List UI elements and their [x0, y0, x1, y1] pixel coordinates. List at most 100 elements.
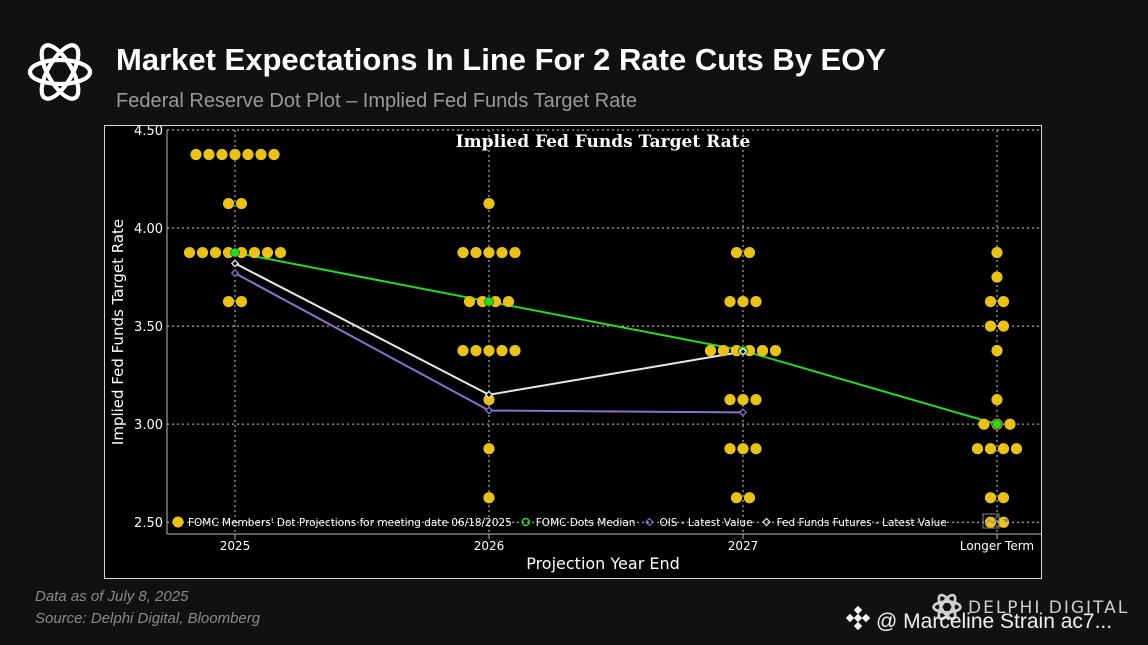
y-tick-label: 3.50 — [134, 320, 163, 335]
dot-projection — [730, 246, 743, 259]
dot-projection — [255, 148, 267, 161]
dot-projection — [997, 492, 1010, 504]
legend-marker — [521, 517, 531, 527]
diamond-logo-icon — [845, 605, 871, 636]
dot-projection — [483, 394, 495, 406]
dot-projection — [704, 345, 717, 357]
dot-projection — [991, 394, 1003, 406]
chart-title: Implied Fed Funds Target Rate — [456, 132, 751, 152]
dot-projection — [978, 418, 990, 430]
legend-label: FOMC Members' Dot Projections for meetin… — [188, 517, 512, 529]
dot-projection — [261, 246, 274, 259]
watermark-text: @ Marceline Strain ac7... — [876, 610, 1113, 633]
dot-projection — [203, 148, 215, 161]
delphi-small-logo-icon — [932, 593, 962, 621]
dot-projection — [502, 296, 515, 308]
chart-type-icon-line — [984, 516, 998, 526]
dot-projection — [717, 345, 730, 357]
dot-projection — [997, 296, 1010, 308]
legend-marker — [172, 516, 184, 528]
y-axis-title: Implied Fed Funds Target Rate — [109, 219, 127, 445]
dot-projection — [268, 148, 280, 161]
dot-projection — [463, 296, 476, 308]
dot-plot-chart: 4.50 4.00 3.50 3.00 2.50 2025 2026 2027 Longer T… — [109, 126, 1041, 573]
dot-projection — [991, 345, 1003, 357]
chart-type-icon-box — [982, 513, 1000, 529]
y-tick-label: 4.50 — [134, 126, 163, 139]
series-point — [484, 406, 494, 415]
legend-label: FOMC Dots Median — [536, 517, 636, 529]
series-point — [738, 347, 748, 356]
dot-projection — [222, 296, 235, 308]
dot-projection — [470, 246, 482, 259]
legend-label: Fed Funds Futures - Latest Value — [777, 517, 947, 529]
series-point — [484, 390, 494, 399]
dot-projection — [737, 394, 749, 406]
chart-legend: FOMC Members' Dot Projections for meetin… — [172, 513, 1009, 529]
dot-projection — [483, 197, 495, 210]
dot-projection — [457, 345, 469, 357]
x-tick-label: 2026 — [474, 539, 505, 553]
dot-projection — [509, 246, 521, 259]
watermark: @ Marceline Strain ac7... — [845, 605, 1113, 636]
x-axis-title: Projection Year End — [526, 554, 680, 573]
dot-projection — [743, 492, 756, 504]
dot-projection — [209, 246, 222, 259]
dot-projection — [984, 492, 997, 504]
dot-projection — [997, 320, 1010, 332]
y-tick-label: 4.00 — [134, 222, 163, 237]
dot-projection — [750, 394, 762, 406]
dot-projection — [724, 296, 736, 308]
brand-name: DELPHI DIGITAL — [968, 598, 1130, 618]
x-tick-label: Longer Term — [960, 539, 1034, 553]
source-note: Source: Delphi Digital, Bloomberg — [35, 610, 261, 627]
chart-type-icon — [982, 513, 1009, 529]
dot-projection — [496, 345, 508, 357]
dot-projection — [483, 246, 495, 259]
dot-projection — [984, 443, 997, 455]
chart-panel: 4.50 4.00 3.50 3.00 2.50 2025 2026 2027 Longer T… — [104, 125, 1042, 579]
dot-projection — [229, 148, 241, 161]
dot-projection — [997, 516, 1010, 528]
dot-projection — [235, 296, 248, 308]
dot-projection — [509, 345, 521, 357]
dot-projection — [724, 394, 736, 406]
brand-mark: DELPHI DIGITAL — [930, 590, 1130, 624]
dot-projection — [242, 148, 254, 161]
median-point — [992, 419, 1002, 429]
dot-projection — [248, 246, 261, 259]
chevron-down-icon — [1003, 519, 1009, 523]
series-point — [738, 408, 748, 417]
dot-projection — [997, 443, 1010, 455]
dot-projection — [769, 345, 782, 357]
dot-projection — [971, 443, 984, 455]
dot-projection — [737, 443, 749, 455]
dot-projection — [274, 246, 287, 259]
dot-projection — [984, 296, 997, 308]
dot-projection — [1010, 443, 1023, 455]
dot-projection — [1004, 418, 1016, 430]
dot-projection — [216, 148, 228, 161]
dot-projection — [457, 246, 469, 259]
dot-projection — [743, 246, 756, 259]
dot-projection — [991, 271, 1003, 283]
series-point — [230, 269, 240, 278]
dot-projection — [991, 246, 1003, 259]
legend-marker — [762, 517, 771, 527]
dot-projection — [750, 443, 762, 455]
page-title: Market Expectations In Line For 2 Rate C… — [116, 42, 887, 77]
dot-projection — [483, 492, 495, 504]
median-point — [230, 247, 240, 258]
data-as-of-note: Data as of July 8, 2025 — [35, 588, 189, 605]
dot-projection — [756, 345, 769, 357]
dot-projection — [470, 345, 482, 357]
dot-projection — [737, 296, 749, 308]
dot-projection — [750, 296, 762, 308]
dot-projection — [190, 148, 202, 161]
x-tick-label: 2027 — [728, 539, 759, 553]
dot-projection — [483, 345, 495, 357]
y-tick-label: 3.00 — [134, 418, 163, 433]
x-tick-label: 2025 — [220, 539, 251, 553]
series-line — [234, 251, 998, 426]
dot-projection — [496, 246, 508, 259]
